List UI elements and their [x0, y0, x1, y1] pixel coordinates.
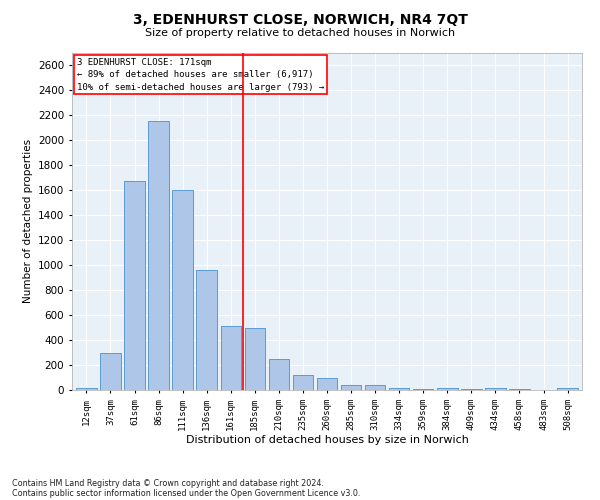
- Bar: [148, 121, 169, 390]
- Bar: [437, 388, 458, 390]
- Bar: [124, 181, 145, 390]
- Text: 3, EDENHURST CLOSE, NORWICH, NR4 7QT: 3, EDENHURST CLOSE, NORWICH, NR4 7QT: [133, 12, 467, 26]
- Y-axis label: Number of detached properties: Number of detached properties: [23, 139, 32, 304]
- Bar: [221, 326, 241, 390]
- Bar: [172, 190, 193, 390]
- Bar: [485, 388, 506, 390]
- Text: Contains HM Land Registry data © Crown copyright and database right 2024.: Contains HM Land Registry data © Crown c…: [12, 478, 324, 488]
- Bar: [269, 360, 289, 390]
- Bar: [245, 328, 265, 390]
- Text: Size of property relative to detached houses in Norwich: Size of property relative to detached ho…: [145, 28, 455, 38]
- Bar: [196, 270, 217, 390]
- Text: Contains public sector information licensed under the Open Government Licence v3: Contains public sector information licen…: [12, 488, 361, 498]
- Bar: [317, 378, 337, 390]
- Bar: [293, 375, 313, 390]
- X-axis label: Distribution of detached houses by size in Norwich: Distribution of detached houses by size …: [185, 436, 469, 446]
- Text: 3 EDENHURST CLOSE: 171sqm
← 89% of detached houses are smaller (6,917)
10% of se: 3 EDENHURST CLOSE: 171sqm ← 89% of detac…: [77, 58, 325, 92]
- Bar: [100, 352, 121, 390]
- Bar: [341, 385, 361, 390]
- Bar: [76, 388, 97, 390]
- Bar: [389, 388, 409, 390]
- Bar: [557, 388, 578, 390]
- Bar: [365, 385, 385, 390]
